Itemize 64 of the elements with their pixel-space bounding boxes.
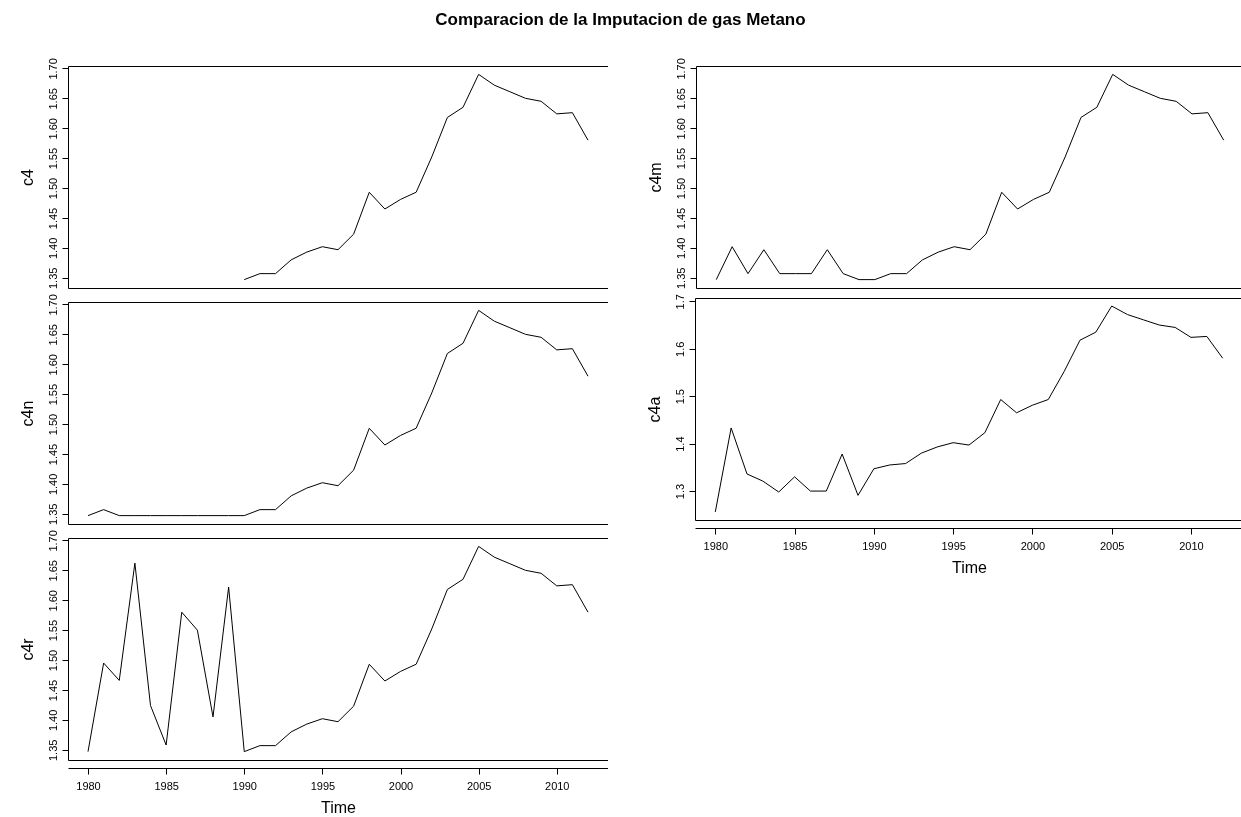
y-tick-label: 1.35: [46, 503, 59, 526]
y-tick-label: 1.60: [46, 118, 59, 140]
y-tick-label: 1.45: [46, 679, 59, 702]
x-tick-label: 2005: [466, 779, 492, 792]
y-axis-title: c4a: [645, 396, 663, 423]
y-tick-label: 1.40: [46, 237, 59, 260]
x-axis-title: Time: [952, 558, 988, 576]
line-series: [715, 73, 1225, 281]
line-series: [87, 545, 589, 753]
y-tick-label: 1.60: [46, 590, 59, 612]
y-tick-label: 1.70: [46, 530, 59, 552]
y-tick-label: 1.55: [46, 619, 59, 642]
y-tick-label: 1.70: [674, 58, 687, 80]
y-tick-label: 1.6: [673, 341, 686, 357]
y-axis-title: c4r: [18, 637, 36, 661]
x-axis-title: Time: [321, 798, 357, 816]
y-tick-label: 1.65: [674, 88, 687, 110]
y-tick-label: 1.35: [46, 739, 59, 762]
y-tick-label: 1.50: [46, 413, 59, 436]
y-tick-label: 1.65: [46, 324, 59, 346]
line-series: [243, 73, 589, 281]
x-tick-label: 1985: [782, 539, 808, 552]
x-tick-label: 2010: [1179, 539, 1204, 552]
x-tick-label: 1995: [941, 539, 966, 552]
y-tick-label: 1.45: [46, 443, 59, 466]
y-tick-label: 1.55: [674, 147, 687, 170]
x-tick-label: 1995: [310, 779, 336, 792]
y-tick-label: 1.65: [46, 88, 59, 110]
y-axis-title: c4n: [18, 400, 36, 427]
y-tick-label: 1.50: [46, 177, 59, 200]
y-axis-title: c4m: [646, 162, 664, 193]
x-tick-label: 2000: [388, 779, 414, 792]
x-tick-label: 2005: [1099, 539, 1125, 552]
x-tick-label: 1985: [154, 779, 179, 792]
y-tick-label: 1.4: [673, 436, 686, 452]
chart-title: Comparacion de la Imputacion de gas Metano: [434, 10, 807, 30]
y-tick-label: 1.45: [46, 207, 59, 230]
y-tick-label: 1.35: [46, 267, 59, 290]
y-tick-label: 1.60: [46, 354, 59, 376]
line-series: [714, 305, 1224, 513]
y-axis-title: c4: [18, 168, 36, 186]
y-tick-label: 1.55: [46, 383, 59, 406]
y-tick-label: 1.60: [674, 118, 687, 140]
y-tick-label: 1.55: [46, 147, 59, 170]
y-tick-label: 1.50: [46, 649, 59, 672]
y-tick-label: 1.70: [46, 294, 59, 316]
line-series: [87, 309, 589, 517]
x-tick-label: 1990: [232, 779, 257, 792]
y-tick-label: 1.5: [673, 389, 686, 405]
y-tick-label: 1.40: [674, 237, 687, 260]
x-tick-label: 1980: [76, 779, 101, 792]
x-tick-label: 2010: [545, 779, 570, 792]
y-tick-label: 1.40: [46, 709, 59, 732]
x-tick-label: 1990: [862, 539, 887, 552]
y-tick-label: 1.45: [674, 207, 687, 230]
y-tick-label: 1.7: [673, 294, 686, 310]
y-tick-label: 1.3: [673, 483, 686, 500]
x-tick-label: 1980: [703, 539, 729, 552]
y-tick-label: 1.40: [46, 473, 59, 496]
y-tick-label: 1.35: [674, 267, 687, 290]
x-tick-label: 2000: [1020, 539, 1046, 552]
y-tick-label: 1.50: [674, 177, 687, 200]
y-tick-label: 1.65: [46, 560, 59, 582]
y-tick-label: 1.70: [46, 58, 59, 80]
